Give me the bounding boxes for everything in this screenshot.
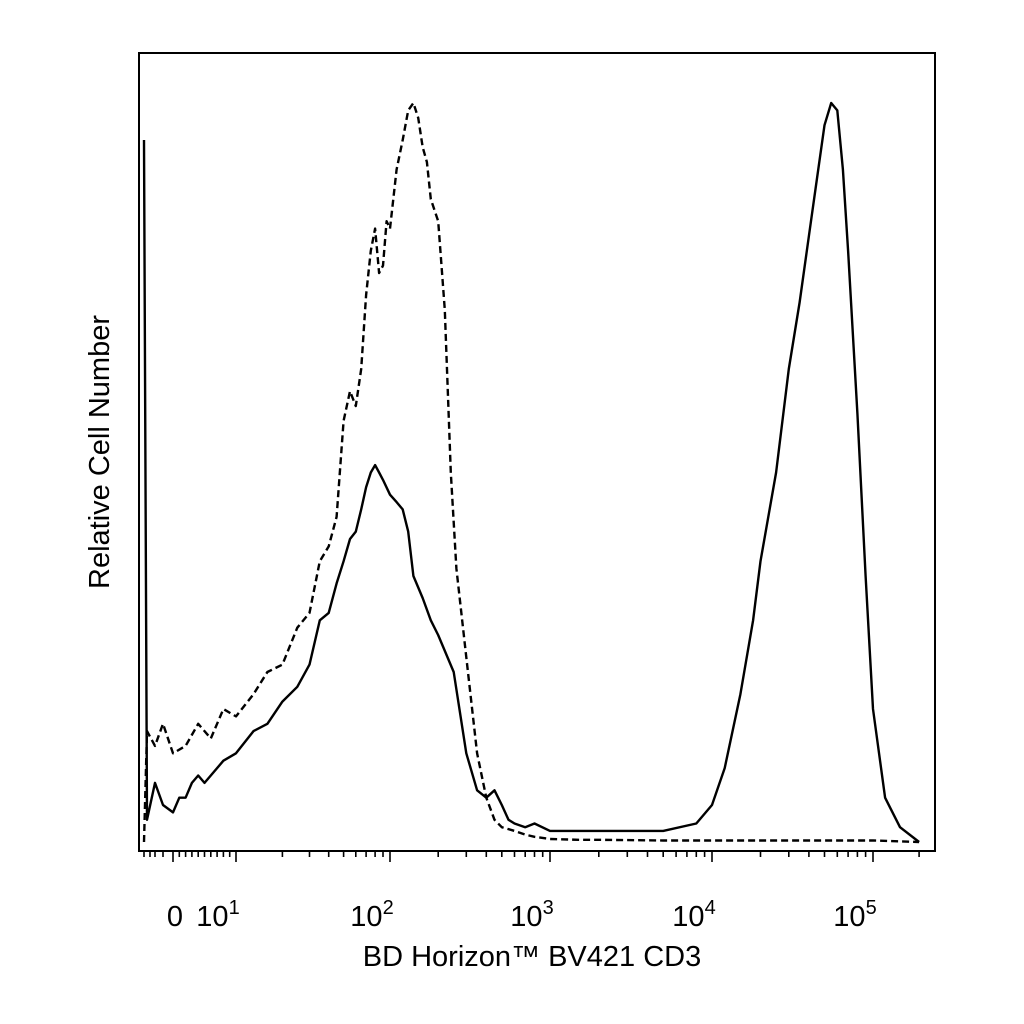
isotype-control-curve: [142, 101, 920, 844]
plot-frame: [138, 52, 936, 852]
series-layer: [142, 101, 920, 844]
x-tick-label: 0: [167, 901, 183, 933]
cd3-stained-curve: [142, 101, 920, 843]
x-tick-label: 105: [833, 897, 876, 933]
x-axis-label: BD Horizon™ BV421 CD3: [363, 941, 701, 973]
x-tick-label: 101: [196, 897, 239, 933]
x-tick-label: 102: [350, 897, 393, 933]
x-tick-label: 103: [510, 897, 553, 933]
x-tick-label: 104: [672, 897, 715, 933]
x-axis-tick-marks: [143, 850, 920, 862]
x-axis-tick-labels: 0 101 102 103 104 105: [167, 897, 877, 933]
y-axis-label: Relative Cell Number: [84, 315, 116, 589]
